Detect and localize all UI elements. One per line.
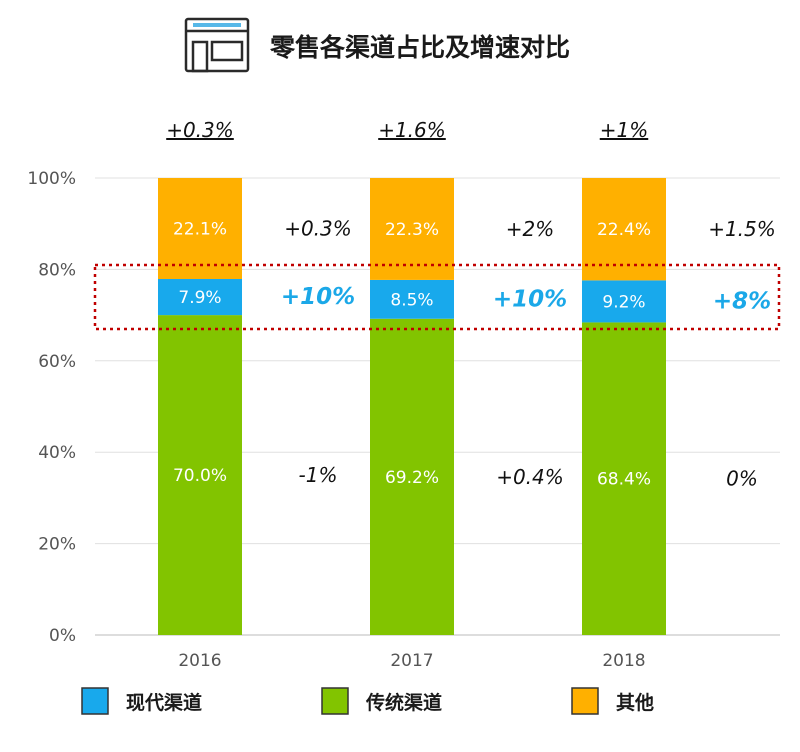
- y-tick-label: 60%: [38, 352, 76, 372]
- bar-segment: [158, 278, 242, 316]
- growth-label: +2%: [506, 217, 555, 241]
- bar-segment: [370, 178, 454, 280]
- segment-label: 7.9%: [178, 288, 221, 308]
- bars: 70.0% 7.9% 22.1% 69.2% 8.5% 22.3% 68.4% 9.2% 22.…: [158, 178, 666, 635]
- legend-swatch: [571, 687, 599, 715]
- legend-label: 传统渠道: [365, 691, 442, 714]
- segment-label: 69.2%: [385, 468, 439, 488]
- segment-label: 68.4%: [597, 470, 651, 490]
- bar-segment: [370, 318, 454, 635]
- y-axis-ticks: 0% 20% 40% 60% 80% 100%: [27, 169, 76, 646]
- storefront-icon: [184, 17, 250, 73]
- growth-label: 0%: [726, 467, 758, 491]
- bar-segment: [158, 315, 242, 635]
- growth-label: +0.3%: [284, 216, 352, 240]
- highlight-box: [93, 263, 781, 331]
- growth-annotations: -1% +10% +0.3% +0.3% +0.4% +10% +2% +1.6% 0% +8% +…: [93, 118, 781, 491]
- segment-label: 22.4%: [597, 220, 651, 240]
- x-tick-label: 2017: [390, 651, 433, 671]
- total-growth-label: +1%: [600, 118, 649, 142]
- bar-segment: [158, 178, 242, 279]
- legend-label: 现代渠道: [126, 691, 202, 714]
- legend-swatch: [321, 687, 349, 715]
- chart-title: 零售各渠道占比及增速对比: [269, 33, 570, 62]
- x-tick-label: 2016: [178, 651, 221, 671]
- bar-segment: [582, 322, 666, 635]
- segment-label: 22.1%: [173, 219, 227, 239]
- y-tick-label: 0%: [49, 626, 76, 646]
- legend-label: 其他: [616, 691, 654, 714]
- segment-label: 22.3%: [385, 220, 439, 240]
- y-tick-label: 40%: [38, 443, 76, 463]
- legend: 现代渠道 传统渠道 其他: [81, 687, 654, 715]
- growth-label: +10%: [493, 286, 567, 312]
- x-tick-label: 2018: [602, 651, 645, 671]
- bar-segment: [370, 279, 454, 319]
- y-tick-label: 80%: [38, 260, 76, 280]
- x-axis-labels: 2016 2017 2018: [178, 651, 645, 671]
- growth-label: +1.5%: [708, 217, 776, 241]
- growth-label: +8%: [713, 288, 771, 314]
- y-tick-label: 20%: [38, 535, 76, 555]
- bar-segment: [582, 280, 666, 323]
- segment-label: 9.2%: [602, 292, 645, 312]
- growth-label: -1%: [299, 463, 338, 487]
- bar-segment: [582, 178, 666, 281]
- total-growth-label: +0.3%: [166, 118, 234, 142]
- y-tick-label: 100%: [27, 169, 76, 189]
- total-growth-label: +1.6%: [378, 118, 446, 142]
- growth-label: +0.4%: [496, 465, 564, 489]
- legend-swatch: [81, 687, 109, 715]
- segment-label: 8.5%: [390, 290, 433, 310]
- segment-label: 70.0%: [173, 466, 227, 486]
- growth-label: +10%: [281, 284, 355, 310]
